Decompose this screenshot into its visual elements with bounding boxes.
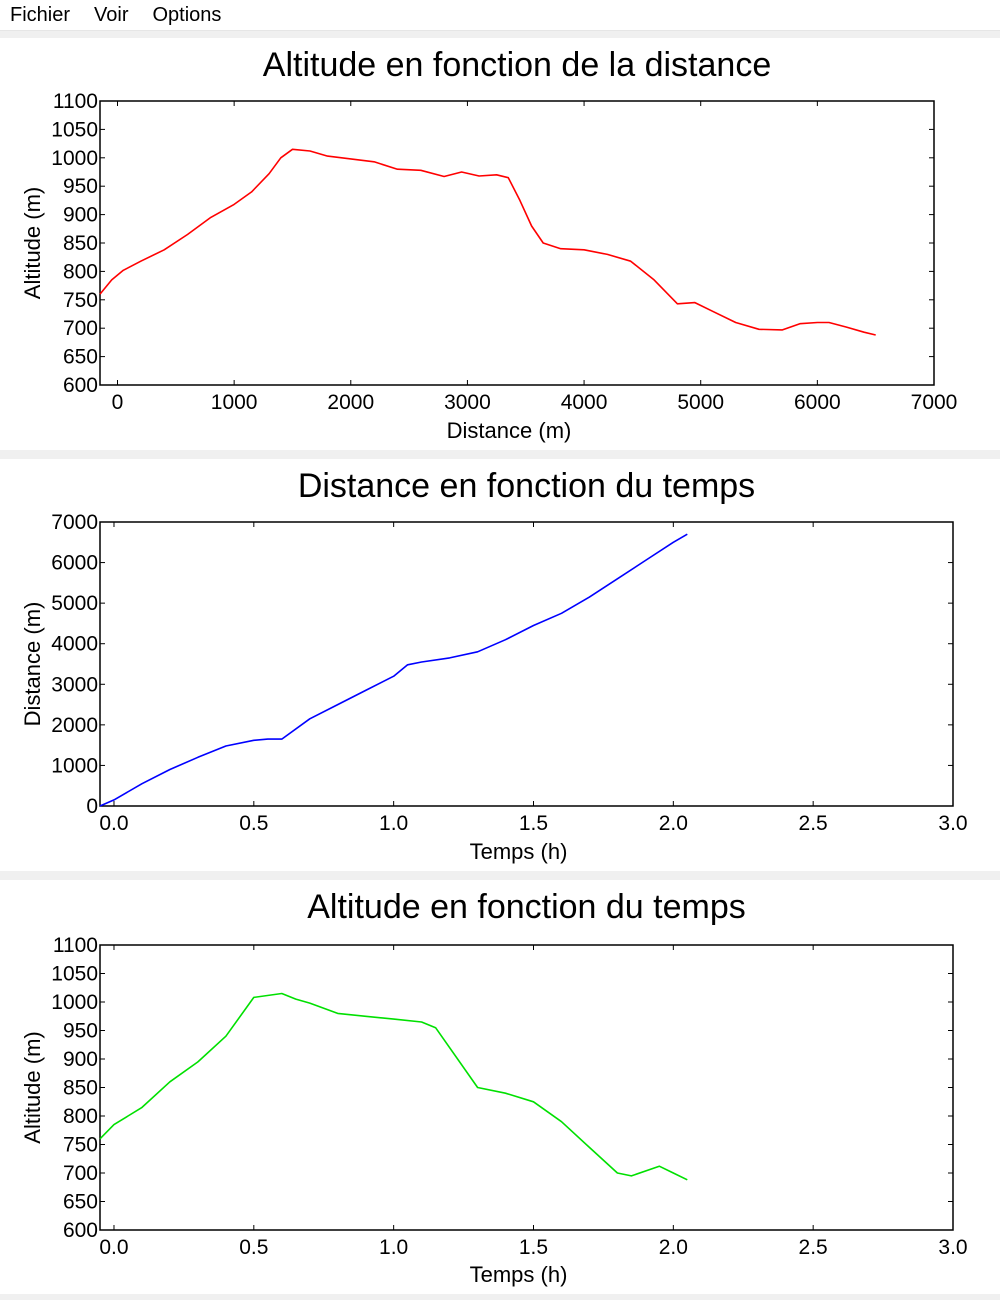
- chart-title: Altitude en fonction du temps: [307, 888, 746, 926]
- x-tick-label: 0.5: [239, 812, 268, 835]
- chart-panel-altitude-time: Altitude en fonction du temps 600 650 700 75…: [0, 880, 1000, 1294]
- y-tick-label: 950: [63, 1020, 98, 1043]
- chart-altitude-time: Altitude en fonction du temps 600 650 700 75…: [20, 888, 968, 1287]
- x-tick-label: 0.0: [99, 1236, 128, 1259]
- x-tick-label: 3.0: [938, 812, 967, 835]
- x-tick-label: 2.0: [659, 1236, 688, 1259]
- y-axis-label: Altitude (m): [20, 1031, 45, 1143]
- series-line: [99, 533, 688, 807]
- x-tick-label: 1.5: [519, 812, 548, 835]
- y-tick-label: 1100: [53, 90, 98, 113]
- x-tick-label: 2.5: [799, 812, 828, 835]
- x-tick-label: 2000: [327, 391, 374, 414]
- y-tick-label: 850: [63, 1077, 98, 1100]
- x-tick-label: 1.0: [379, 1236, 408, 1259]
- y-tick-label: 5000: [51, 592, 98, 615]
- chart-title: Distance en fonction du temps: [298, 467, 755, 505]
- y-tick-label: 700: [63, 1162, 98, 1185]
- x-tick-label: 0.0: [99, 812, 128, 835]
- y-tick-label: 900: [63, 204, 98, 227]
- x-tick-label: 3000: [444, 391, 491, 414]
- chart-title: Altitude en fonction de la distance: [263, 46, 771, 84]
- y-tick-label: 1100: [53, 934, 98, 957]
- menu-voir[interactable]: Voir: [94, 4, 129, 26]
- y-tick-label: 1000: [51, 754, 98, 777]
- y-tick-label: 1000: [51, 147, 98, 170]
- x-tick-label: 0: [112, 391, 124, 414]
- x-tick-label: 4000: [561, 391, 608, 414]
- y-tick-label: 700: [63, 317, 98, 340]
- y-tick-label: 1050: [51, 118, 98, 141]
- x-axis-label: Distance (m): [447, 418, 572, 443]
- y-tick-label: 2000: [51, 714, 98, 737]
- y-tick-label: 4000: [51, 633, 98, 656]
- chart-distance-time: Distance en fonction du temps 0 1000 2000 30…: [20, 467, 968, 864]
- menu-options[interactable]: Options: [152, 4, 222, 26]
- y-tick-label: 600: [63, 1219, 98, 1242]
- y-tick-label: 950: [63, 175, 98, 198]
- y-axis-label: Altitude (m): [20, 187, 45, 299]
- x-tick-label: 1000: [211, 391, 258, 414]
- series-line: [99, 148, 876, 336]
- y-tick-label: 650: [63, 1191, 98, 1214]
- menu-fichier[interactable]: Fichier: [10, 4, 71, 26]
- plot-area: [99, 521, 954, 807]
- x-tick-label: 5000: [677, 391, 724, 414]
- x-axis-label: Temps (h): [470, 839, 568, 864]
- x-tick-label: 7000: [911, 391, 958, 414]
- x-tick-label: 2.0: [659, 812, 688, 835]
- y-tick-label: 0: [86, 795, 98, 818]
- y-tick-label: 800: [63, 1105, 98, 1128]
- y-tick-label: 750: [63, 289, 98, 312]
- y-tick-label: 900: [63, 1048, 98, 1071]
- y-tick-label: 850: [63, 232, 98, 255]
- y-tick-label: 6000: [51, 552, 98, 575]
- y-tick-label: 3000: [51, 673, 98, 696]
- chart-altitude-distance: Altitude en fonction de la distance 600 65…: [20, 46, 958, 443]
- x-tick-label: 1.0: [379, 812, 408, 835]
- x-tick-label: 6000: [794, 391, 841, 414]
- x-tick-label: 2.5: [799, 1236, 828, 1259]
- chart-panel-distance-time: Distance en fonction du temps 0 1000 2000 30…: [0, 459, 1000, 871]
- y-tick-label: 1000: [51, 991, 98, 1014]
- y-tick-label: 7000: [51, 511, 98, 534]
- y-tick-label: 650: [63, 346, 98, 369]
- y-axis-label: Distance (m): [20, 602, 45, 727]
- y-tick-label: 750: [63, 1134, 98, 1157]
- x-axis-label: Temps (h): [470, 1262, 568, 1287]
- y-tick-label: 600: [63, 374, 98, 397]
- plot-area: [99, 944, 954, 1231]
- series-line: [99, 992, 688, 1181]
- x-tick-label: 1.5: [519, 1236, 548, 1259]
- menu-bar: Fichier Voir Options: [0, 0, 1000, 31]
- y-tick-label: 800: [63, 260, 98, 283]
- chart-panel-altitude-distance: Altitude en fonction de la distance 600 65…: [0, 38, 1000, 450]
- x-tick-label: 3.0: [938, 1236, 967, 1259]
- x-tick-label: 0.5: [239, 1236, 268, 1259]
- plot-area: [99, 100, 935, 386]
- y-tick-label: 1050: [51, 963, 98, 986]
